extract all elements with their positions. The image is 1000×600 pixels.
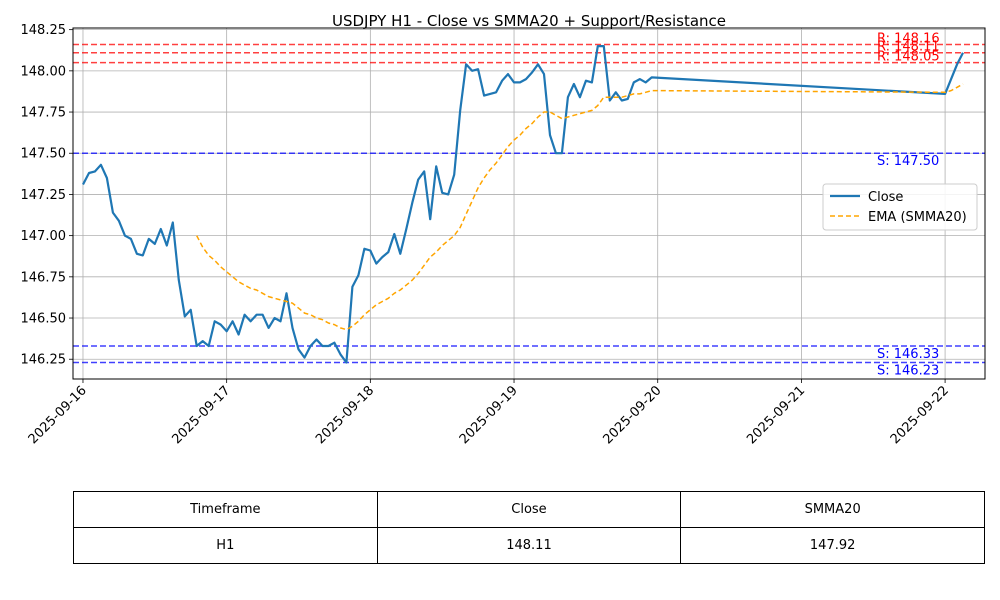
cell-smma20: 147.92 (680, 527, 985, 564)
chart-title: USDJPY H1 - Close vs SMMA20 + Support/Re… (332, 12, 726, 30)
x-tick-label: 2025-09-18 (313, 383, 377, 447)
close-price-line (82, 45, 964, 364)
cell-close: 148.11 (376, 527, 682, 564)
y-tick-label: 147.25 (21, 188, 67, 203)
x-tick-label: 2025-09-20 (601, 383, 665, 447)
plot-frame (72, 27, 986, 380)
chart-svg: USDJPY H1 - Close vs SMMA20 + Support/Re… (21, 12, 986, 447)
levels-layer: R: 148.16R: 148.11R: 148.05 S: 147.50 S: 1… (73, 31, 985, 379)
legend: Close EMA (SMMA20) (822, 183, 978, 231)
support-label: S: 146.23 (877, 364, 939, 379)
legend-smma-label: EMA (SMMA20) (868, 210, 967, 225)
summary-table-row: H1 148.11 147.92 (73, 527, 985, 564)
cell-timeframe: H1 (73, 527, 378, 564)
support-label: S: 147.50 (877, 154, 939, 169)
resistance-label: R: 148.11 (877, 40, 940, 55)
y-tick-label: 147.75 (21, 106, 67, 121)
x-tick-label: 2025-09-22 (888, 383, 952, 447)
header-timeframe: Timeframe (73, 491, 378, 528)
x-tick-label: 2025-09-16 (26, 383, 90, 447)
resistance-label: R: 148.05 (877, 50, 940, 65)
smma20-line (196, 83, 964, 331)
y-tick-label: 146.50 (21, 312, 67, 327)
legend-frame (822, 183, 978, 231)
resistance-label: R: 148.16 (877, 31, 940, 46)
y-tick-label: 146.75 (21, 270, 67, 285)
y-tick-label: 147.00 (21, 229, 67, 244)
y-axis: 146.25 146.50 146.75 147.00 147.25 147.50 147.… (21, 23, 73, 368)
series-layer (82, 45, 964, 364)
y-tick-label: 148.00 (21, 64, 67, 79)
x-tick-label: 2025-09-17 (169, 383, 233, 447)
legend-close-label: Close (868, 190, 903, 205)
y-tick-label: 148.25 (21, 23, 67, 38)
support-label: S: 146.33 (877, 347, 939, 362)
x-tick-label: 2025-09-21 (744, 383, 808, 447)
x-axis: 2025-09-16 2025-09-17 2025-09-18 2025-09-19… (26, 379, 952, 447)
header-close: Close (376, 491, 682, 528)
summary-table-header-row: Timeframe Close SMMA20 (73, 491, 985, 528)
summary-table: Timeframe Close SMMA20 H1 148.11 147.92 (73, 491, 985, 564)
y-tick-label: 146.25 (21, 353, 67, 368)
y-tick-label: 147.50 (21, 147, 67, 162)
x-tick-label: 2025-09-19 (457, 383, 521, 447)
header-smma20: SMMA20 (680, 491, 985, 528)
